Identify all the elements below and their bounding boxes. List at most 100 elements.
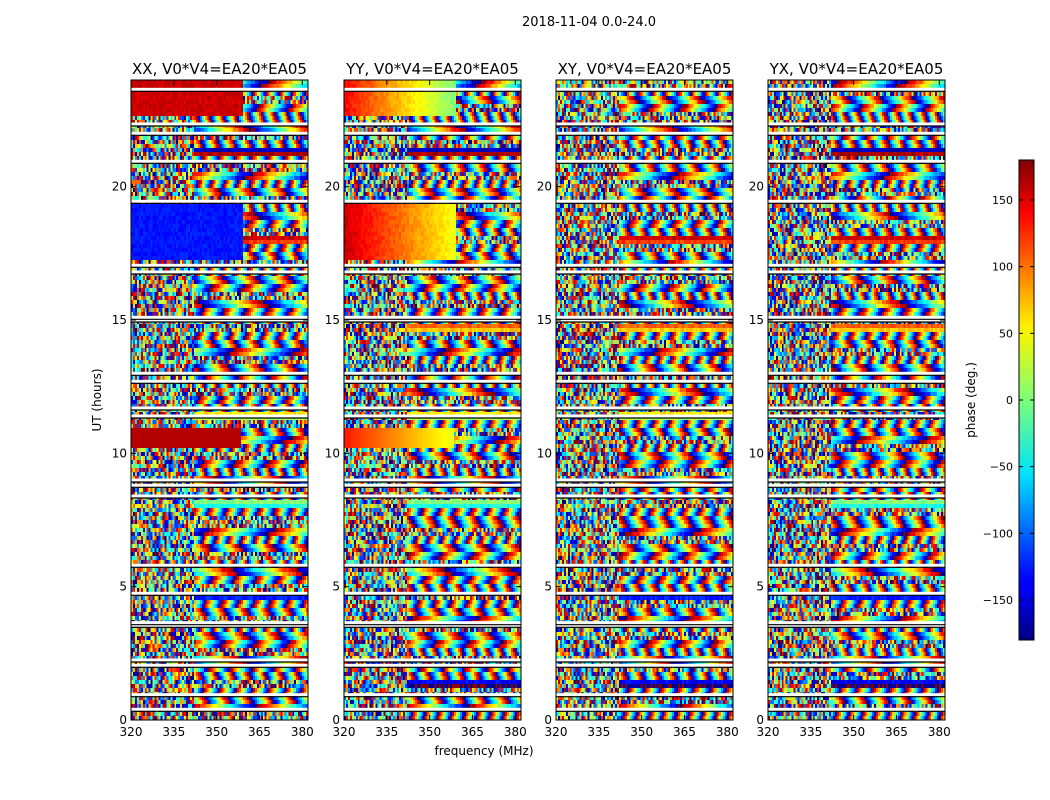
flagged-row <box>768 478 945 482</box>
flagged-row <box>344 199 521 203</box>
x-tick-label: 350 <box>205 725 228 739</box>
panel-title: YY, V0*V4=EA20*EA05 <box>345 60 519 78</box>
panel-yx: YX, V0*V4=EA20*EA05 320 335 350 365 380 0 5 10 15… <box>749 60 951 739</box>
flagged-row <box>131 87 308 91</box>
flagged-row <box>768 263 945 267</box>
flagged-row <box>768 122 945 126</box>
panel-title: XY, V0*V4=EA20*EA05 <box>558 60 732 78</box>
flagged-row <box>768 318 945 322</box>
x-tick-label: 380 <box>928 725 951 739</box>
flagged-row <box>131 406 308 410</box>
flagged-row <box>131 131 308 135</box>
flagged-row <box>556 318 733 322</box>
y-tick-label: 15 <box>749 313 764 327</box>
x-tick-label: 320 <box>757 725 780 739</box>
flagged-row <box>131 494 308 498</box>
colorbar: 150 100 50 0 −50 −100 −150 phase (deg.) <box>964 159 1035 641</box>
flagged-row <box>344 658 521 662</box>
flagged-row <box>556 270 733 274</box>
phase-heatmap-yx <box>768 80 945 720</box>
flagged-row <box>131 478 308 482</box>
x-tick-label: 380 <box>291 725 314 739</box>
flagged-row <box>768 315 945 319</box>
flagged-row <box>344 406 521 410</box>
x-axis-label: frequency (MHz) <box>434 744 533 758</box>
x-tick-label: 335 <box>799 725 822 739</box>
flagged-row <box>344 131 521 135</box>
y-tick-label: 10 <box>325 446 340 460</box>
x-tick-label: 365 <box>461 725 484 739</box>
flagged-row <box>344 263 521 267</box>
x-tick-label: 380 <box>716 725 739 739</box>
flagged-row <box>344 315 521 319</box>
y-tick-label: 15 <box>325 313 340 327</box>
x-tick-label: 350 <box>418 725 441 739</box>
flagged-row <box>556 406 733 410</box>
panel-title: XX, V0*V4=EA20*EA05 <box>132 60 307 78</box>
flagged-row <box>344 663 521 667</box>
flagged-row <box>131 318 308 322</box>
x-tick-label: 380 <box>504 725 527 739</box>
flagged-row <box>556 122 733 126</box>
flagged-row <box>768 663 945 667</box>
flagged-row <box>556 663 733 667</box>
flagged-row <box>131 591 308 595</box>
panels-group: XX, V0*V4=EA20*EA05 320 335 350 365 380 0 5 10 15… <box>112 60 951 739</box>
x-tick-label: 320 <box>545 725 568 739</box>
flagged-row <box>768 494 945 498</box>
flagged-row <box>344 483 521 487</box>
flagged-row <box>556 494 733 498</box>
colorbar-tick-label: −100 <box>983 527 1013 540</box>
flagged-row <box>131 315 308 319</box>
plot-frame <box>767 79 946 721</box>
flagged-row <box>768 270 945 274</box>
flagged-row <box>344 693 521 697</box>
flagged-row <box>344 414 521 418</box>
y-tick-label: 10 <box>537 446 552 460</box>
flagged-row <box>556 414 733 418</box>
flagged-row <box>344 563 521 567</box>
y-tick-label: 10 <box>112 446 127 460</box>
colorbar-tick-label: 150 <box>992 194 1013 207</box>
phase-heatmap-xx <box>131 80 308 720</box>
flagged-row <box>556 658 733 662</box>
x-tick-label: 365 <box>248 725 271 739</box>
flagged-row <box>768 591 945 595</box>
flagged-row <box>344 621 521 625</box>
y-tick-label: 5 <box>544 580 552 594</box>
x-tick-label: 365 <box>673 725 696 739</box>
flagged-row <box>344 318 521 322</box>
y-axis-label: UT (hours) <box>90 368 104 431</box>
flagged-row <box>768 379 945 383</box>
flagged-row <box>131 693 308 697</box>
colorbar-label: phase (deg.) <box>964 362 978 438</box>
flagged-row <box>556 315 733 319</box>
flagged-row <box>344 707 521 711</box>
plot-frame <box>555 79 734 721</box>
flagged-row <box>344 270 521 274</box>
y-tick-label: 20 <box>325 180 340 194</box>
y-tick-label: 10 <box>749 446 764 460</box>
colorbar-tick-label: 50 <box>999 327 1013 340</box>
flagged-row <box>131 263 308 267</box>
x-tick-label: 320 <box>333 725 356 739</box>
flagged-row <box>344 591 521 595</box>
flagged-row <box>556 707 733 711</box>
flagged-row <box>556 693 733 697</box>
flagged-row <box>131 414 308 418</box>
colorbar-tick-label: −50 <box>990 461 1013 474</box>
flagged-row <box>768 658 945 662</box>
plot-frame <box>130 79 309 721</box>
x-tick-label: 335 <box>162 725 185 739</box>
flagged-row <box>768 707 945 711</box>
flagged-row <box>556 379 733 383</box>
y-tick-label: 5 <box>756 580 764 594</box>
flagged-row <box>768 131 945 135</box>
flagged-row <box>344 87 521 91</box>
flagged-row <box>344 122 521 126</box>
panel-xx: XX, V0*V4=EA20*EA05 320 335 350 365 380 0 5 10 15… <box>112 60 314 739</box>
flagged-row <box>131 621 308 625</box>
flagged-row <box>131 623 308 627</box>
flagged-row <box>768 371 945 375</box>
